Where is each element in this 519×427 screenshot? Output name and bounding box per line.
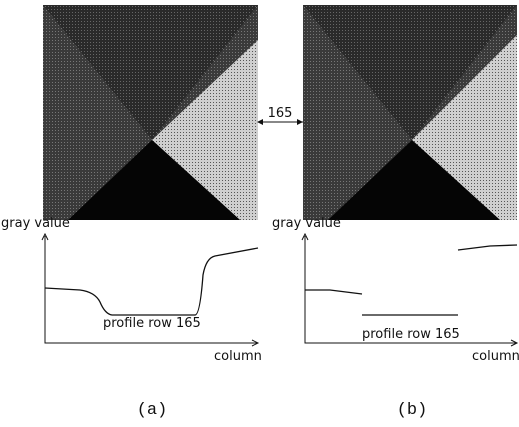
profile-curve xyxy=(305,245,517,315)
profile-label: profile row 165 xyxy=(103,316,201,331)
x-label: column xyxy=(214,349,262,364)
profile-label: profile row 165 xyxy=(362,327,460,342)
caption: (a) xyxy=(137,401,168,420)
row-marker: 165 xyxy=(268,106,293,121)
y-label: gray value xyxy=(272,216,341,231)
image-b xyxy=(303,5,517,220)
x-label: column xyxy=(472,349,519,364)
profile-plot-b: gray value column profile row 165 (b) xyxy=(272,216,519,420)
caption: (b) xyxy=(397,401,428,420)
profile-curve xyxy=(45,248,258,315)
figure: 165 gray value column profile row 165 (a… xyxy=(0,0,519,427)
profile-plot-a: gray value column profile row 165 (a) xyxy=(1,216,262,420)
y-label: gray value xyxy=(1,216,70,231)
image-a xyxy=(43,5,258,220)
